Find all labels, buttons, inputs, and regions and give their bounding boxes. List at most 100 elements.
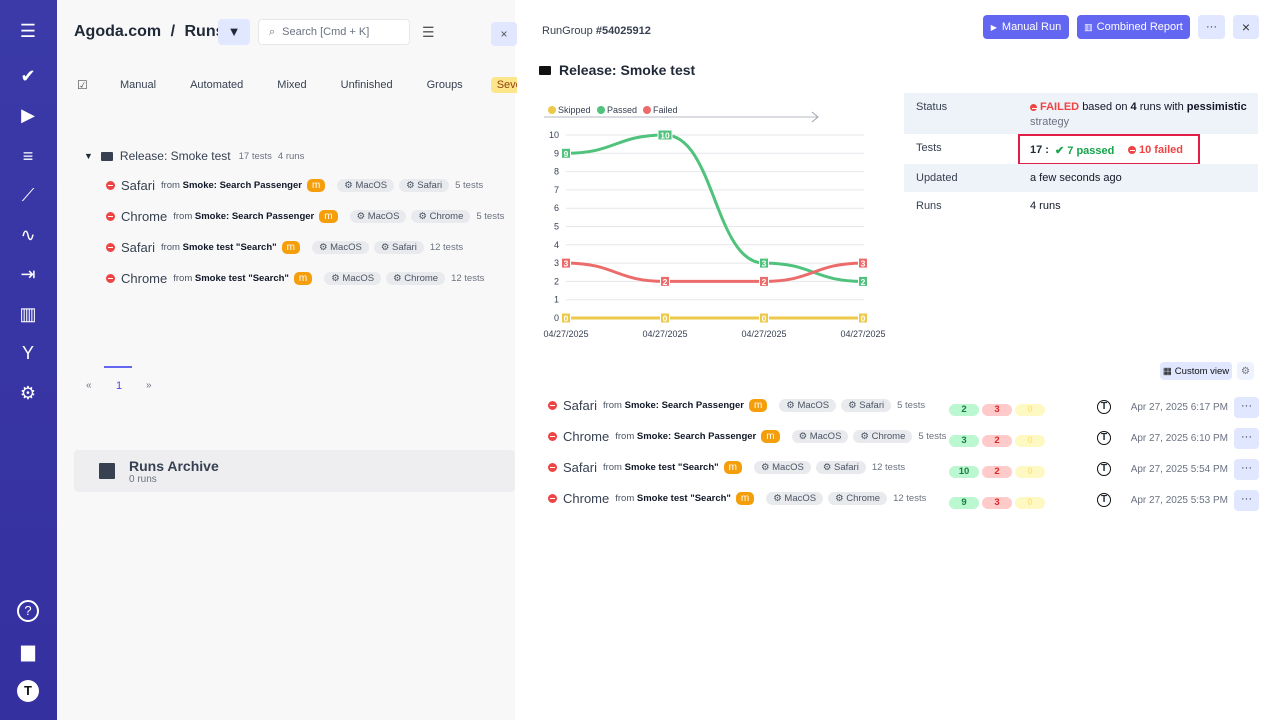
tests-count: 5 tests <box>476 211 505 222</box>
run-name[interactable]: Chrome <box>121 271 168 286</box>
legend-marker <box>597 106 605 114</box>
run-row[interactable]: Chrome from Smoke: Search Passenger m ⚙ Mac… <box>548 429 946 444</box>
data-label: 2 <box>762 277 767 287</box>
analytics-icon[interactable]: ▥ <box>19 304 37 324</box>
data-label: 0 <box>762 314 767 324</box>
run-group-row[interactable]: ▼ Release: Smoke test 17 tests 4 runs <box>84 149 304 163</box>
run-row[interactable]: Chrome from Smoke test "Search" m ⚙ MacOS ⚙ … <box>548 491 926 506</box>
y-tick-label: 1 <box>554 295 559 305</box>
archive-title: Runs Archive <box>129 458 219 474</box>
run-list-item[interactable]: Safari from Smoke test "Search" m ⚙ MacOS ⚙ … <box>106 240 463 255</box>
branch-icon[interactable]: Y <box>21 343 34 363</box>
run-row[interactable]: Safari from Smoke test "Search" m ⚙ MacOS ⚙ … <box>548 460 905 475</box>
folder-icon[interactable]: ▆ <box>21 641 35 661</box>
data-label: 2 <box>663 277 668 287</box>
tab-groups[interactable]: Groups <box>426 79 463 91</box>
pagination-next[interactable]: » <box>146 380 152 391</box>
pulse-icon[interactable]: ∿ <box>20 225 36 245</box>
custom-view-button[interactable]: ▦ Custom view <box>1160 362 1232 380</box>
folder-icon <box>100 151 113 161</box>
run-name[interactable]: Safari <box>121 240 155 255</box>
chevron-down-icon[interactable]: ▼ <box>84 151 93 161</box>
check-icon[interactable]: ✔ <box>20 66 36 86</box>
group-runs-count: 4 runs <box>277 150 305 162</box>
info-status: Status FAILED based on 4 runs with pessi… <box>904 93 1258 134</box>
search-icon: ⌕ <box>269 25 276 38</box>
failed-count: 3 <box>982 404 1012 416</box>
x-tick-label: 04/27/2025 <box>642 329 687 339</box>
run-name[interactable]: Safari <box>121 178 155 193</box>
passed-count: 10 <box>949 466 979 478</box>
pagination-prev[interactable]: « <box>86 380 92 391</box>
select-checkbox-icon[interactable]: ☑ <box>77 78 88 92</box>
close-button[interactable]: × <box>1233 15 1259 39</box>
settings-gear-button[interactable]: ⚙ <box>1237 362 1254 380</box>
browser-tag: ⚙ Chrome <box>853 430 913 443</box>
label-badge: m <box>735 492 755 505</box>
browser-tag: ⚙ Chrome <box>411 210 471 223</box>
failed-status-icon <box>548 401 557 410</box>
run-group-title: Release: Smoke test <box>539 62 695 78</box>
tab-automated[interactable]: Automated <box>190 79 244 91</box>
arrow-right-icon <box>811 111 819 123</box>
row-more-button[interactable]: ··· <box>1234 428 1259 449</box>
collapse-close-button[interactable]: × <box>491 22 517 46</box>
page-indicator <box>104 366 132 368</box>
row-more-button[interactable]: ··· <box>1234 490 1259 511</box>
play-icon[interactable]: ▶ <box>21 105 35 125</box>
tests-count: 12 tests <box>451 273 485 284</box>
list-check-icon[interactable]: ≡ <box>22 146 34 166</box>
run-name[interactable]: Chrome <box>121 209 168 224</box>
row-more-button[interactable]: ··· <box>1234 397 1259 418</box>
run-name[interactable]: Safari <box>563 398 597 413</box>
group-title[interactable]: Release: Smoke test <box>119 149 231 163</box>
row-more-button[interactable]: ··· <box>1234 459 1259 480</box>
menu-icon[interactable]: ☰ <box>19 21 37 41</box>
manual-run-button[interactable]: ▶ Manual Run <box>983 15 1069 39</box>
search-input[interactable]: ⌕ Search [Cmd + K] <box>258 19 410 45</box>
filter-button[interactable]: ▼ <box>218 19 250 45</box>
page-title: Runs <box>184 23 225 40</box>
help-icon[interactable]: ? <box>17 600 39 622</box>
tab-mixed[interactable]: Mixed <box>277 79 307 91</box>
failed-status-icon <box>106 243 115 252</box>
run-name[interactable]: Chrome <box>563 429 610 444</box>
settings-icon[interactable]: ⚙ <box>19 383 37 403</box>
label-badge: m <box>281 241 300 254</box>
skipped-count: 0 <box>1015 466 1045 478</box>
legend-label: Passed <box>607 105 637 115</box>
search-placeholder: Search [Cmd + K] <box>282 26 370 38</box>
run-name[interactable]: Safari <box>563 460 597 475</box>
y-tick-label: 10 <box>549 130 559 140</box>
run-name[interactable]: Chrome <box>563 491 610 506</box>
run-list-item[interactable]: Chrome from Smoke: Search Passenger m ⚙ Mac… <box>106 209 504 224</box>
sliders-icon[interactable]: ☰ <box>422 24 435 40</box>
os-tag: ⚙ MacOS <box>779 399 837 412</box>
tab-unfinished[interactable]: Unfinished <box>340 79 393 91</box>
data-label: 2 <box>861 277 866 287</box>
steps-icon[interactable]: ⟋ <box>21 185 35 205</box>
data-label: 3 <box>762 259 767 269</box>
more-options-button[interactable]: ··· <box>1198 15 1225 39</box>
info-runs: Runs 4 runs <box>916 200 1061 212</box>
data-point <box>660 312 670 324</box>
series-line-passed <box>565 133 864 283</box>
pagination-page-1[interactable]: 1 <box>116 380 123 392</box>
runs-archive[interactable]: Runs Archive 0 runs <box>74 450 515 492</box>
run-list-item[interactable]: Chrome from Smoke test "Search" m ⚙ MacOS ⚙ … <box>106 271 484 286</box>
skipped-count: 0 <box>1015 435 1045 447</box>
tests-count: 5 tests <box>918 431 947 442</box>
data-label: 0 <box>861 314 866 324</box>
run-row[interactable]: Safari from Smoke: Search Passenger m ⚙ Mac… <box>548 398 925 413</box>
import-icon[interactable]: ⇥ <box>20 264 36 284</box>
play-icon: ▶ <box>990 22 997 32</box>
tab-manual[interactable]: Manual <box>120 79 157 91</box>
run-group-detail-panel: RunGroup #54025912 ▶ Manual Run ▥ Combined… <box>517 0 1280 720</box>
combined-report-button[interactable]: ▥ Combined Report <box>1077 15 1190 39</box>
project-link[interactable]: Agoda.com <box>74 23 162 40</box>
data-label: 9 <box>564 149 569 159</box>
user-avatar-icon[interactable]: T <box>17 680 39 702</box>
skipped-count: 0 <box>1015 497 1045 509</box>
run-list-item[interactable]: Safari from Smoke: Search Passenger m ⚙ Mac… <box>106 178 483 193</box>
